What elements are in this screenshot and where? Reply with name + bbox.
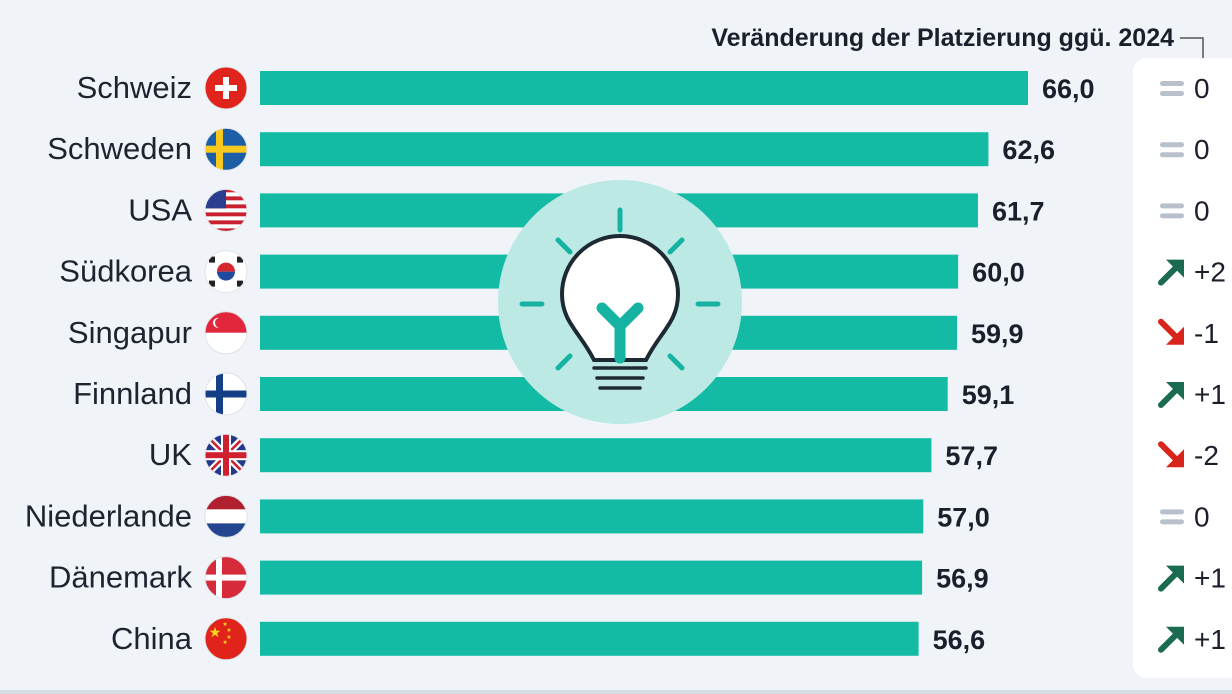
trend-down-icon [1158,441,1184,468]
value-label: 62,6 [1002,135,1055,165]
rank-change-label: 0 [1194,134,1210,165]
rank-change-label: 0 [1194,195,1210,226]
svg-text:★: ★ [222,621,227,628]
svg-text:★: ★ [226,634,231,641]
flag-icon-fi [204,372,248,416]
flag-icon-kr [204,250,248,294]
bar [260,499,924,534]
bar [260,560,923,595]
flag-icon-nl [204,494,248,538]
svg-text:★: ★ [226,627,231,634]
rank-change-label: +1 [1194,379,1226,410]
value-label: 56,9 [936,564,989,594]
category-label: Finnland [73,376,192,411]
svg-text:★: ★ [222,639,227,646]
flag-icon-dk [204,556,248,600]
change-panel [1133,58,1232,678]
value-label: 57,0 [937,502,990,532]
value-label: 61,7 [992,196,1045,226]
flag-icon-ch [204,66,248,110]
trend-up-icon [1158,565,1184,592]
category-label: Singapur [68,315,192,350]
category-label: Südkorea [59,254,192,289]
lightbulb-icon [498,180,742,424]
bar [260,132,989,167]
trend-up-icon [1158,259,1184,286]
bar-row: Dänemark 56,9 +1 [49,556,1226,600]
rank-change-label: -1 [1194,318,1219,349]
flag-icon-se [204,127,248,171]
value-label: 60,0 [972,258,1025,288]
bar [260,621,919,656]
category-label: Schweiz [77,70,192,105]
category-label: Schweden [47,131,192,166]
bar-row: UK 57,7 -2 [149,433,1219,477]
rank-change-label: +2 [1194,257,1226,288]
category-label: UK [149,437,192,472]
flag-icon-uk [204,433,248,477]
bar [260,438,932,473]
flag-icon-sg [204,311,248,355]
value-label: 57,7 [945,441,998,471]
trend-same-icon [1160,142,1184,158]
value-label: 59,9 [971,319,1024,349]
value-label: 66,0 [1042,74,1095,104]
bar [260,71,1028,105]
svg-text:★: ★ [209,624,222,640]
rank-change-label: +1 [1194,624,1226,655]
rank-change-label: +1 [1194,563,1226,594]
bar-row: Schweiz 66,0 0 [77,66,1210,110]
trend-same-icon [1160,81,1184,96]
trend-down-icon [1158,318,1184,345]
value-label: 56,6 [933,625,986,655]
trend-up-icon [1158,626,1184,653]
trend-same-icon [1160,203,1184,219]
category-label: USA [128,192,192,227]
change-header: Veränderung der Platzierung ggü. 2024 [711,24,1174,52]
trend-up-icon [1158,382,1184,408]
trend-same-icon [1160,509,1184,525]
bottom-divider [0,690,1232,694]
category-label: Niederlande [25,498,192,533]
rank-change-label: 0 [1194,501,1210,532]
bar-row: Schweden 62,6 0 [47,127,1210,171]
flag-icon-cn: ★ ★★★★ [204,617,248,661]
bar-row: China ★ ★★★★ 56,6 +1 [111,617,1226,661]
flag-icon-us [204,188,248,232]
rank-change-label: 0 [1194,73,1210,104]
bar-row: Niederlande 57,0 0 [25,494,1210,538]
value-label: 59,1 [962,380,1015,410]
category-label: Dänemark [49,560,192,595]
header-connector [1180,37,1204,58]
category-label: China [111,621,193,656]
rank-change-label: -2 [1194,440,1219,471]
